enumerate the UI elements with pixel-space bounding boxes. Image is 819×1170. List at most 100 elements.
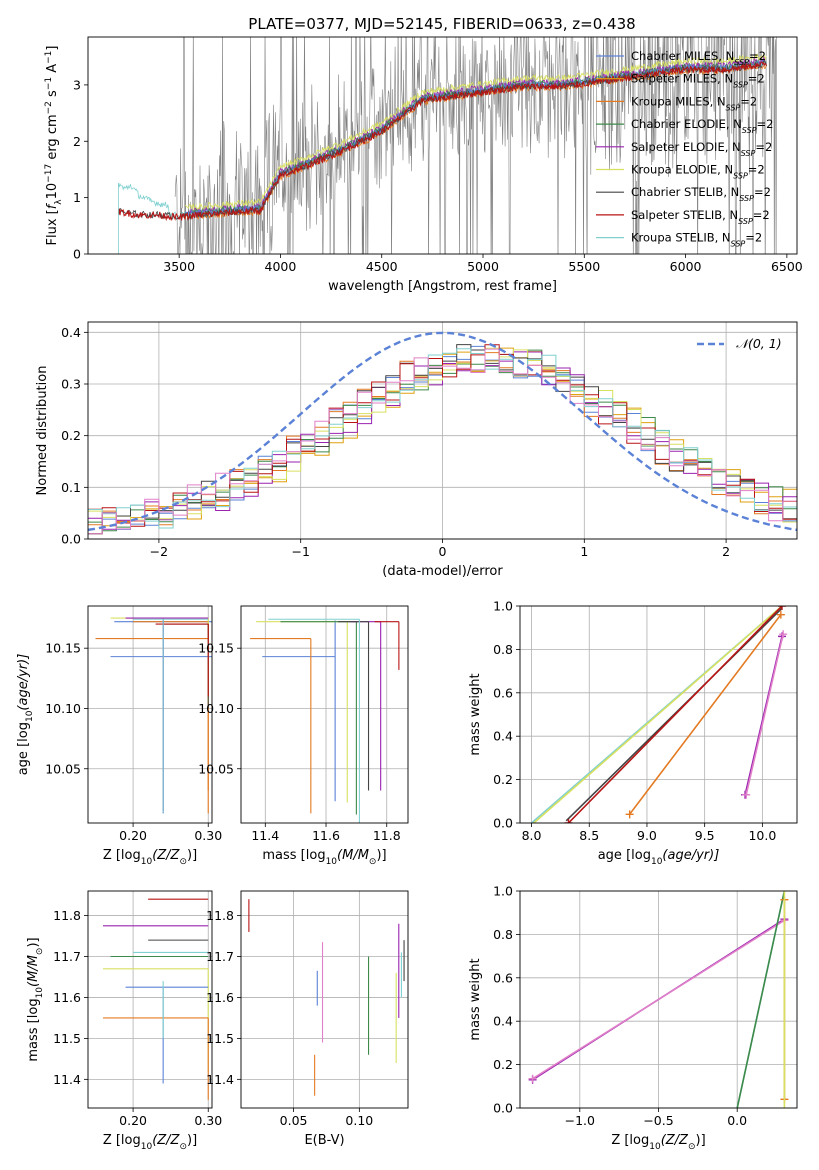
y-tick-label: 0.0 <box>493 816 513 831</box>
figure-title: PLATE=0377, MJD=52145, FIBERID=0633, z=0… <box>248 15 635 33</box>
x-tick-label: 0.30 <box>194 1113 222 1128</box>
x-tick-label: 5500 <box>568 259 600 274</box>
y-tick-label: 11.7 <box>206 949 234 964</box>
histogram-step-kroupa-miles-pink <box>88 348 797 535</box>
y-tick-label: 10.15 <box>45 641 81 656</box>
spectrum-plot-area <box>117 37 777 254</box>
legend-entry: Chabrier MILES, NSSP=2 <box>631 49 766 67</box>
weight-line <box>745 634 784 795</box>
normal-distribution-curve <box>88 331 797 532</box>
x-axis-label: E(B-V) <box>304 1133 344 1148</box>
legend-entry: Chabrier ELODIE, NSSP=2 <box>631 117 773 135</box>
y-tick-label: 11.5 <box>206 1031 234 1046</box>
y-tick-label: 0.2 <box>493 772 513 787</box>
x-tick-label: 9.0 <box>637 828 657 843</box>
x-axis-label: Z [log10(Z/Z⊙)] <box>611 1133 705 1152</box>
x-tick-label: −2 <box>150 544 168 559</box>
y-tick-label: 0.3 <box>61 377 81 392</box>
histogram-plot-area <box>88 331 797 535</box>
y-axis-label: mass weight <box>468 673 483 755</box>
model-spectrum-kroupa-miles <box>184 62 767 220</box>
histogram-step-kroupa-stelib <box>88 348 797 529</box>
legend-entry: Salpeter STELIB, NSSP=2 <box>631 208 770 226</box>
legend-entry: Kroupa ELODIE, NSSP=2 <box>631 163 765 181</box>
x-axis-label: Z [log10(Z/Z⊙)] <box>103 848 197 867</box>
y-tick-label: 10.10 <box>198 701 234 716</box>
y-tick-label: 0.6 <box>493 685 513 700</box>
x-tick-label: 5000 <box>467 259 499 274</box>
x-tick-label: 6500 <box>771 259 803 274</box>
legend-entry: Salpeter ELODIE, NSSP=2 <box>631 140 772 158</box>
y-axis-label: Flux [fλ10−17 erg cm−2 s−1 A−1] <box>44 46 64 246</box>
axes-frame <box>87 321 798 540</box>
y-tick-label: 10.05 <box>198 761 234 776</box>
x-tick-label: −1 <box>291 544 309 559</box>
weight-plot-area <box>528 891 789 1108</box>
y-tick-label: 10.15 <box>198 641 234 656</box>
x-tick-label: 11.8 <box>373 828 401 843</box>
errorbar-plot-area <box>250 618 400 823</box>
x-tick-label: 10.0 <box>748 828 776 843</box>
x-tick-label: 6000 <box>670 259 702 274</box>
x-tick-label: 0 <box>439 544 447 559</box>
y-tick-label: 1.0 <box>493 884 513 899</box>
x-tick-label: 4500 <box>366 259 398 274</box>
x-tick-label: 4000 <box>265 259 297 274</box>
x-tick-label: 3500 <box>163 259 195 274</box>
y-tick-label: 11.8 <box>53 908 81 923</box>
y-axis-label: Normed distribution <box>35 366 50 496</box>
x-axis-label: wavelength [Angstrom, rest frame] <box>328 279 557 294</box>
weight-marker <box>564 819 573 823</box>
y-axis-label: mass [log10(M/M⊙)] <box>26 937 45 1061</box>
y-tick-label: 10.05 <box>45 761 81 776</box>
axes-frame <box>519 890 798 1109</box>
legend-entry: Chabrier STELIB, NSSP=2 <box>631 185 771 203</box>
y-tick-label: 0.0 <box>61 532 81 547</box>
weight-plot-area <box>530 606 788 823</box>
residual-legend: 𝒩(0, 1) <box>697 336 782 351</box>
axes-frame <box>240 605 409 824</box>
x-tick-label: 0.0 <box>727 1113 747 1128</box>
axes-frame <box>87 36 798 255</box>
y-tick-label: 0.8 <box>493 642 513 657</box>
y-tick-label: 0.4 <box>493 729 513 744</box>
x-tick-label: 0.05 <box>280 1113 308 1128</box>
weight-line <box>565 607 783 822</box>
y-tick-label: 11.8 <box>206 908 234 923</box>
x-tick-label: 8.5 <box>579 828 599 843</box>
legend-entry: Salpeter MILES, NSSP=2 <box>631 72 765 90</box>
axes-frame <box>240 890 409 1109</box>
x-tick-label: 0.10 <box>345 1113 373 1128</box>
weight-marker <box>742 790 751 799</box>
y-tick-label: 0.1 <box>61 480 81 495</box>
x-tick-label: 1 <box>580 544 588 559</box>
legend-entry: Kroupa STELIB, NSSP=2 <box>631 231 762 249</box>
y-axis-label: age [log10(age/yr)] <box>16 654 35 776</box>
x-tick-label: 11.4 <box>251 828 279 843</box>
y-tick-label: 11.7 <box>53 949 81 964</box>
y-tick-label: 3 <box>73 77 81 92</box>
y-tick-label: 11.5 <box>53 1031 81 1046</box>
errorbar-plot-area <box>95 617 212 814</box>
spectrum-legend: Chabrier MILES, NSSP=2 Salpeter MILES, NS… <box>596 49 773 248</box>
weight-line <box>567 606 783 823</box>
age_vs_Z-axes: 0.20 0.30 10.05 10.10 10.15 Z [log10(Z/Z⊙)] ag… <box>16 605 222 867</box>
y-tick-label: 1.0 <box>493 599 513 614</box>
weight-line <box>628 614 782 815</box>
residuals-axes: −2 −1 0 1 2 0.0 0.1 0.2 0.3 0.4 (data-model)/error… <box>35 321 798 579</box>
legend-entry: Kroupa MILES, NSSP=2 <box>631 94 757 112</box>
errorbar-plot-area <box>248 899 405 1096</box>
axes-frame <box>87 605 213 824</box>
y-tick-label: 0.2 <box>61 428 81 443</box>
weight-marker <box>777 606 786 610</box>
y-axis-label: mass weight <box>468 958 483 1040</box>
weight-line <box>533 606 783 823</box>
axes-frame <box>519 605 798 824</box>
axes-frame <box>87 890 213 1109</box>
y-tick-label: 0.0 <box>493 1101 513 1116</box>
x-tick-label: 2 <box>722 544 730 559</box>
weight-marker <box>776 610 785 619</box>
weight-marker <box>528 1074 537 1083</box>
mass_vs_Z-axes: 0.20 0.30 11.4 11.5 11.6 11.7 11.8 Z [log10(Z/Z… <box>26 890 222 1152</box>
